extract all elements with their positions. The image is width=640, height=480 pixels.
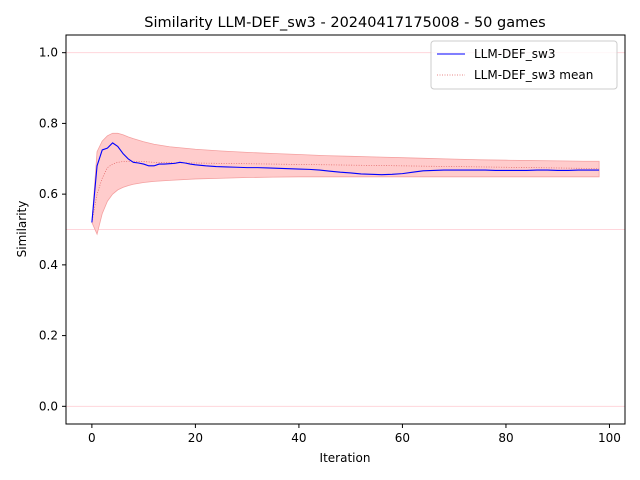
legend-frame [430, 40, 618, 90]
y-axis-label: Similarity [15, 201, 29, 258]
plot-area [66, 52, 625, 407]
series-line-similarity [91, 142, 600, 223]
x-tick-label: 80 [498, 431, 513, 445]
x-tick-label: 100 [598, 431, 621, 445]
x-tick-label: 0 [88, 431, 96, 445]
x-tick-label: 60 [395, 431, 410, 445]
x-tick-label: 20 [188, 431, 203, 445]
legend: LLM-DEF_sw3 LLM-DEF_sw3 mean [430, 40, 618, 90]
mean-confidence-band [91, 132, 600, 236]
axes: 0 20 40 60 80 100 0.0 0.2 0.4 0.6 0.8 1.0 [39, 46, 621, 445]
y-tick-label: 0.4 [39, 258, 58, 272]
chart-title: Similarity LLM-DEF_sw3 - 20240417175008 … [144, 15, 545, 31]
legend-label-series: LLM-DEF_sw3 [474, 47, 555, 61]
y-tick-label: 1.0 [39, 46, 58, 60]
y-tick-label: 0.0 [39, 399, 58, 413]
y-tick-label: 0.8 [39, 116, 58, 130]
legend-label-mean: LLM-DEF_sw3 mean [474, 68, 593, 82]
axes-frame [65, 34, 626, 425]
x-axis-label: Iteration [320, 451, 371, 465]
x-tick-label: 40 [291, 431, 306, 445]
y-tick-label: 0.6 [39, 187, 58, 201]
series-line-mean [91, 160, 600, 223]
y-tick-label: 0.2 [39, 329, 58, 343]
